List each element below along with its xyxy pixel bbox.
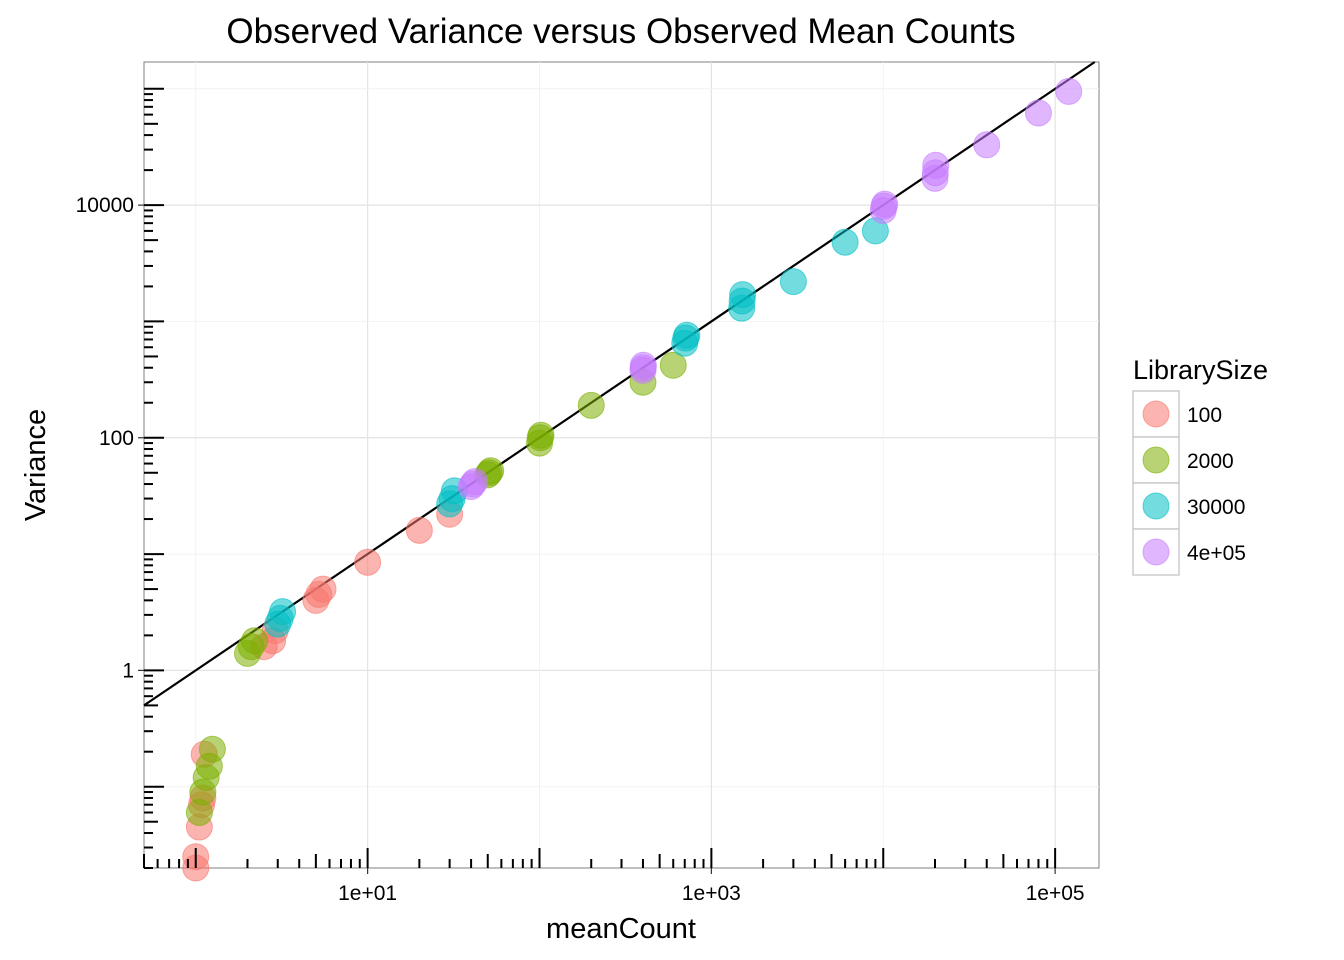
data-point [1024, 99, 1052, 127]
axis-ticks: 1e+01 1e+03 1e+05 1 100 10000 [76, 87, 1085, 905]
data-points [182, 77, 1083, 882]
legend-key-symbol [1142, 446, 1170, 474]
y-tick-label: 100 [99, 427, 134, 450]
legend-label: 4e+05 [1187, 542, 1246, 565]
y-tick-label: 1 [122, 659, 134, 682]
data-point [309, 575, 337, 603]
data-point [269, 598, 297, 626]
data-point [831, 228, 859, 256]
legend-label: 100 [1187, 404, 1222, 427]
data-point [1055, 77, 1083, 105]
data-point [527, 421, 555, 449]
data-point [198, 735, 226, 763]
data-point [241, 627, 269, 655]
legend-key-symbol [1142, 492, 1170, 520]
x-axis-title: meanCount [546, 913, 696, 945]
legend-label: 2000 [1187, 450, 1234, 473]
data-point [577, 391, 605, 419]
legend-keys: 100 2000 30000 4e+05 [1132, 390, 1246, 576]
x-tick-label: 1e+05 [1026, 882, 1085, 905]
legend-key-symbol [1142, 400, 1170, 428]
plot-panel [143, 61, 1100, 869]
data-point [461, 468, 489, 496]
data-point [922, 151, 950, 179]
y-axis-title: Variance [20, 409, 52, 521]
data-point [659, 351, 687, 379]
x-tick-label: 1e+03 [682, 882, 741, 905]
y-tick-label: 10000 [76, 194, 134, 217]
grid-lines [144, 62, 1099, 868]
x-tick-label: 1e+01 [338, 882, 397, 905]
data-point [973, 131, 1001, 159]
legend-key-symbol [1142, 538, 1170, 566]
data-point [779, 268, 807, 296]
chart-title: Observed Variance versus Observed Mean C… [226, 12, 1015, 51]
data-point [405, 516, 433, 544]
data-point [871, 190, 899, 218]
data-point [673, 321, 701, 349]
legend-label: 30000 [1187, 496, 1245, 519]
data-point [629, 351, 657, 379]
data-point [354, 548, 382, 576]
legend-title: LibrarySize [1133, 355, 1268, 385]
data-point [729, 281, 757, 309]
legend: LibrarySize 100 2000 30000 4e+05 [1132, 355, 1268, 576]
